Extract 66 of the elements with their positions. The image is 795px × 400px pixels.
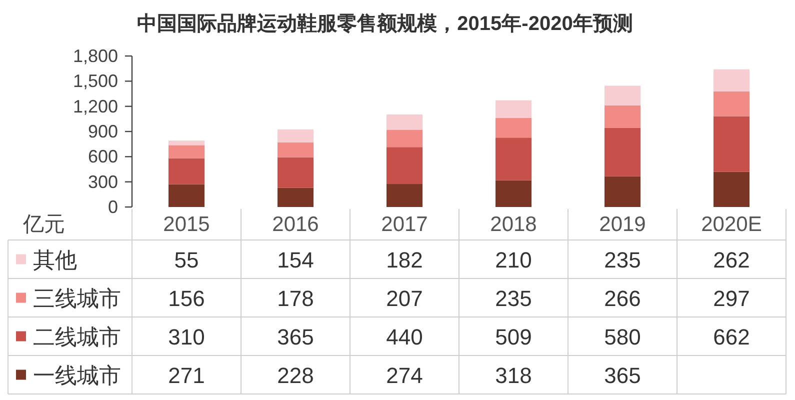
data-label: 274 — [386, 362, 423, 388]
x-tick-label: 2020E — [701, 213, 762, 236]
bar — [278, 142, 314, 158]
data-label: 310 — [168, 324, 205, 350]
legend-label: 一线城市 — [33, 362, 121, 388]
data-label: 509 — [495, 324, 532, 350]
data-label: 228 — [277, 362, 314, 388]
bar — [168, 145, 204, 158]
bar — [496, 138, 532, 180]
y-tick-label: 300 — [88, 172, 118, 192]
data-label: 235 — [604, 247, 641, 272]
bar — [714, 91, 750, 116]
bar — [168, 158, 204, 184]
data-label: 154 — [277, 247, 314, 272]
data-label: 266 — [604, 286, 641, 311]
bar — [278, 157, 314, 188]
bar — [604, 105, 640, 128]
chart-title: 中国国际品牌运动鞋服零售额规模，2015年-2020年预测 — [137, 12, 633, 35]
data-label: 318 — [495, 362, 532, 388]
y-tick-label: 0 — [108, 197, 118, 217]
bar — [604, 176, 640, 207]
y-tick-label: 600 — [88, 146, 118, 167]
legend-label: 其他 — [33, 247, 77, 272]
bar — [168, 184, 204, 207]
bar — [386, 184, 422, 207]
data-label: 297 — [713, 286, 750, 311]
data-label: 271 — [168, 362, 205, 388]
data-label: 210 — [495, 247, 532, 272]
x-tick-label: 2017 — [381, 213, 428, 236]
data-label: 207 — [386, 286, 423, 311]
data-label: 182 — [386, 247, 423, 272]
data-label: 440 — [386, 324, 423, 350]
y-axis-title: 亿元 — [22, 213, 65, 236]
legend-label: 三线城市 — [33, 286, 121, 311]
x-tick-label: 2015 — [163, 213, 210, 236]
bar — [386, 147, 422, 184]
x-tick-label: 2019 — [599, 213, 646, 236]
data-label: 156 — [168, 286, 205, 311]
x-tick-label: 2016 — [272, 213, 319, 236]
y-tick-label: 1,500 — [72, 71, 118, 92]
bar — [714, 116, 750, 172]
data-label: 235 — [495, 286, 532, 311]
bar — [278, 188, 314, 207]
data-label: 365 — [604, 362, 641, 388]
data-label: 365 — [277, 324, 314, 350]
x-tick-label: 2018 — [490, 213, 537, 236]
bar — [604, 86, 640, 106]
y-tick-label: 1,800 — [72, 46, 118, 66]
bar — [714, 69, 750, 92]
data-label: 580 — [604, 324, 641, 350]
bar — [714, 172, 750, 207]
data-label: 55 — [174, 247, 199, 272]
data-label: 262 — [713, 247, 750, 272]
data-label: 178 — [277, 286, 314, 311]
y-tick-label: 1,200 — [72, 96, 118, 116]
y-tick-label: 900 — [88, 122, 118, 142]
legend-label: 二线城市 — [33, 324, 121, 350]
data-label: 662 — [713, 324, 750, 350]
bar — [496, 100, 532, 118]
bar — [386, 114, 422, 130]
bar — [386, 130, 422, 148]
bar — [496, 180, 532, 207]
bar — [604, 128, 640, 176]
bar — [496, 118, 532, 138]
bar — [278, 129, 314, 142]
bar — [168, 140, 204, 146]
